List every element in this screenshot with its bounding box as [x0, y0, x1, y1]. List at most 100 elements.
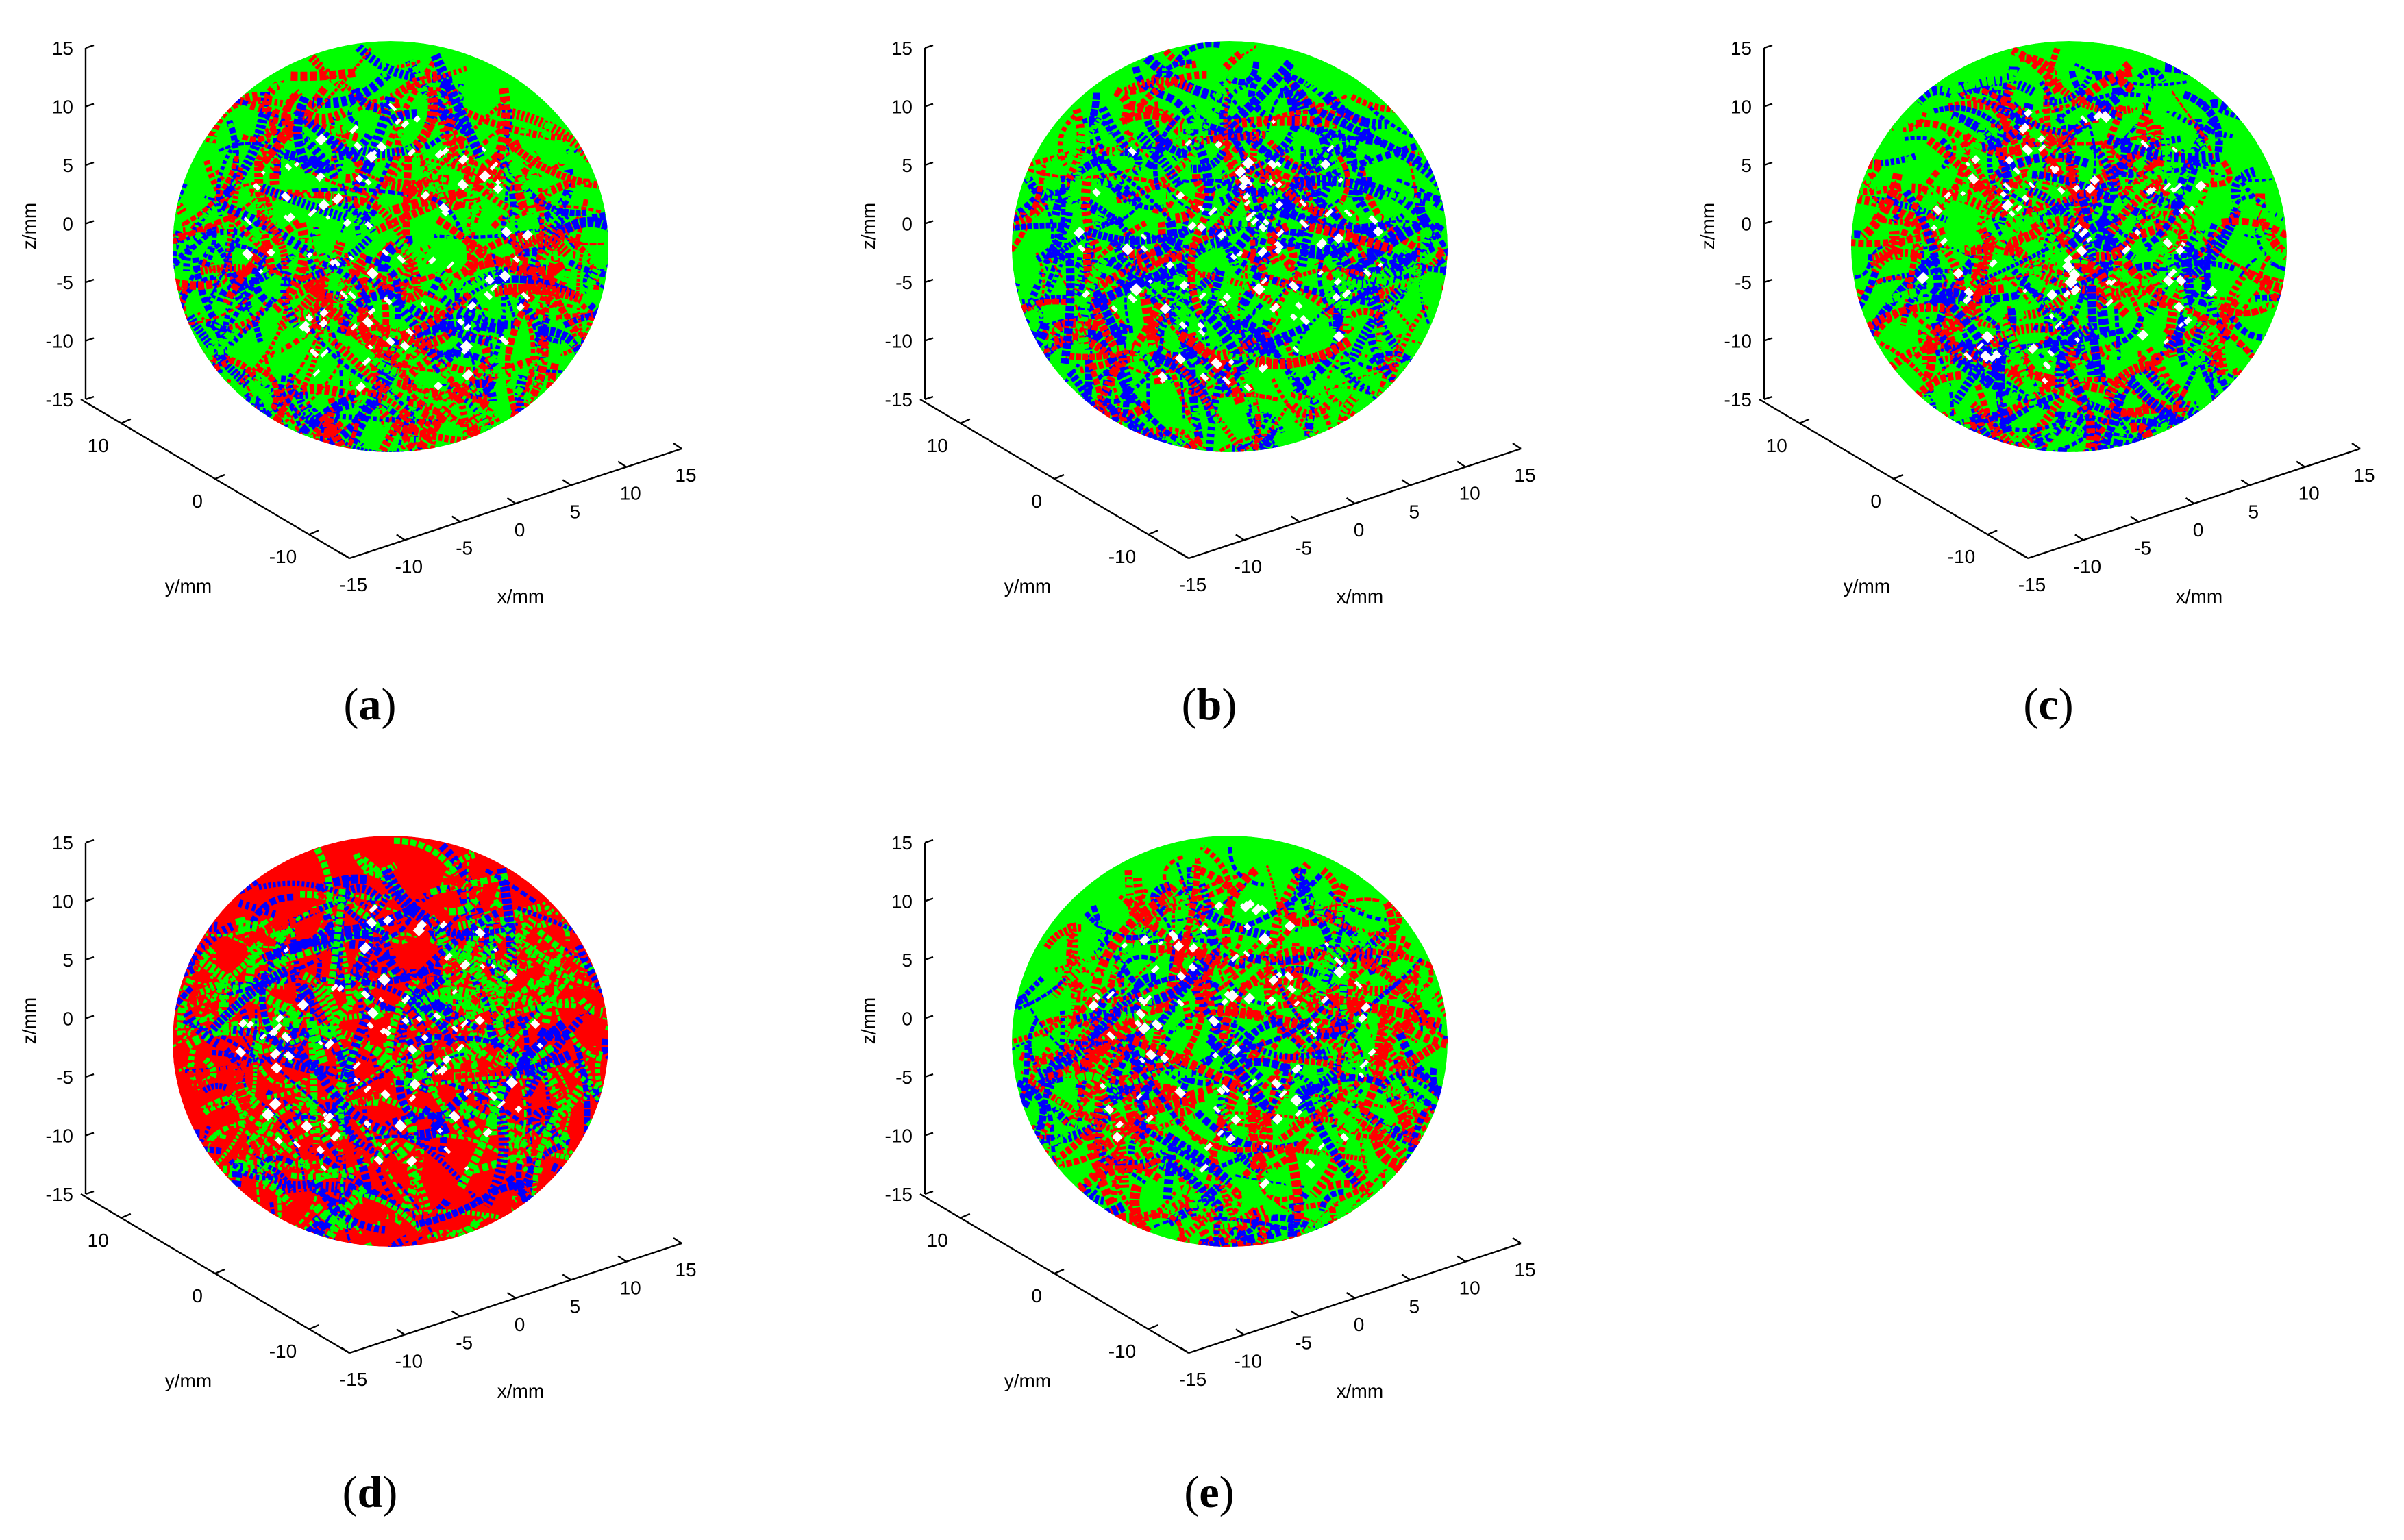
- scatter-gap: [260, 170, 266, 175]
- scatter-trace: [1306, 1180, 1373, 1210]
- z-tick-mark: [924, 220, 934, 225]
- scatter-trace: [386, 230, 473, 294]
- scatter-trace: [454, 1051, 486, 1141]
- scatter-trace: [1141, 1024, 1183, 1058]
- scatter-trace: [321, 195, 352, 203]
- scatter-trace: [1903, 189, 1942, 291]
- scatter-gap: [1187, 221, 1197, 231]
- scatter-trace: [2135, 210, 2186, 229]
- scatter-trace: [286, 373, 308, 399]
- scatter-trace: [1404, 1086, 1441, 1134]
- scatter-gap: [1274, 240, 1285, 251]
- scatter-gap: [1136, 1093, 1143, 1100]
- scatter-trace: [1111, 344, 1156, 369]
- scatter-trace: [2057, 411, 2099, 452]
- scatter-trace: [1981, 96, 2064, 136]
- scatter-trace: [1376, 1110, 1398, 1171]
- scatter-gap: [474, 1015, 485, 1026]
- scatter-trace: [1368, 350, 1417, 366]
- scatter-trace: [525, 188, 545, 303]
- scatter-trace: [2052, 374, 2136, 452]
- scatter-trace: [1187, 216, 1209, 316]
- scatter-trace: [2217, 269, 2250, 373]
- scatter-gap: [2074, 223, 2083, 233]
- scatter-trace: [1350, 140, 1378, 164]
- scatter-trace: [360, 1209, 373, 1247]
- sphere-scatter: [173, 41, 608, 452]
- z-tick-label: 0: [902, 214, 913, 235]
- scatter-trace: [2110, 149, 2170, 197]
- scatter-trace: [1937, 64, 1983, 94]
- scatter-trace: [205, 1134, 227, 1154]
- scatter-trace: [2066, 258, 2111, 290]
- scatter-trace: [1958, 340, 1991, 366]
- scatter-trace: [356, 1119, 387, 1150]
- scatter-trace: [2124, 178, 2158, 203]
- z-tick-mark: [1763, 103, 1773, 108]
- scatter-gap: [353, 1077, 360, 1084]
- scatter-trace: [1285, 1147, 1304, 1222]
- scatter-trace: [1099, 252, 1183, 289]
- scatter-trace: [1222, 155, 1256, 268]
- scatter-trace: [1306, 252, 1366, 332]
- scatter-trace: [2034, 101, 2088, 114]
- scatter-gap: [284, 163, 292, 171]
- scatter-trace: [1116, 954, 1156, 980]
- x-axis-label: x/mm: [2176, 586, 2222, 607]
- scatter-gap: [1944, 191, 1952, 199]
- scatter-trace: [1122, 106, 1177, 126]
- scatter-trace: [1135, 923, 1200, 965]
- scatter-gap: [235, 1046, 247, 1058]
- scatter-trace: [1211, 358, 1246, 384]
- scatter-trace: [413, 373, 428, 438]
- scatter-trace: [239, 399, 261, 423]
- scatter-trace: [333, 1031, 431, 1099]
- scatter-trace: [310, 890, 329, 930]
- scatter-gap: [320, 1165, 327, 1171]
- scatter-trace: [182, 1054, 277, 1073]
- scatter-trace: [243, 407, 286, 452]
- z-tick-label: 5: [1741, 155, 1752, 176]
- scatter-gap: [363, 1119, 371, 1128]
- scatter-trace: [1851, 185, 1865, 274]
- x-tick-label: 0: [1354, 519, 1365, 541]
- scatter-trace: [219, 1009, 258, 1111]
- scatter-trace: [2093, 232, 2139, 262]
- scatter-trace: [1106, 1154, 1147, 1184]
- scatter-trace: [1349, 209, 1359, 232]
- scatter-gap: [2178, 208, 2185, 215]
- scatter-trace: [277, 224, 356, 249]
- scatter-trace: [2190, 406, 2262, 452]
- scatter-gap: [2178, 322, 2185, 328]
- scatter-gap: [1158, 940, 1164, 946]
- scatter-trace: [2203, 223, 2231, 342]
- scatter-trace: [1851, 184, 1902, 197]
- scatter-trace: [1043, 923, 1082, 950]
- scatter-trace: [2143, 422, 2183, 452]
- scatter-gap: [316, 1145, 325, 1155]
- scatter-trace: [1111, 381, 1123, 442]
- scatter-trace: [1317, 1023, 1353, 1033]
- scatter-gap: [438, 203, 450, 214]
- scatter-gap: [377, 973, 391, 986]
- scatter-trace: [1920, 132, 1992, 213]
- scatter-trace: [198, 1056, 217, 1088]
- scatter-trace: [214, 243, 264, 343]
- scatter-gap: [1243, 383, 1252, 392]
- y-tick-mark: [308, 1324, 319, 1330]
- scatter-trace: [1266, 85, 1288, 133]
- scatter-gap: [1106, 990, 1115, 1000]
- scatter-trace: [367, 273, 441, 365]
- scatter-trace: [1164, 1132, 1232, 1186]
- scatter-gap: [1242, 157, 1255, 170]
- scatter-trace: [1346, 1207, 1439, 1230]
- scatter-trace: [234, 1220, 321, 1247]
- panel-caption-letter: e: [1199, 1467, 1219, 1517]
- scatter-trace: [1064, 904, 1113, 984]
- scatter-gap: [1230, 953, 1239, 962]
- scatter-gap: [305, 314, 314, 322]
- scatter-trace: [1111, 241, 1170, 282]
- scatter-gap: [369, 904, 378, 914]
- scatter-trace: [1951, 186, 1968, 263]
